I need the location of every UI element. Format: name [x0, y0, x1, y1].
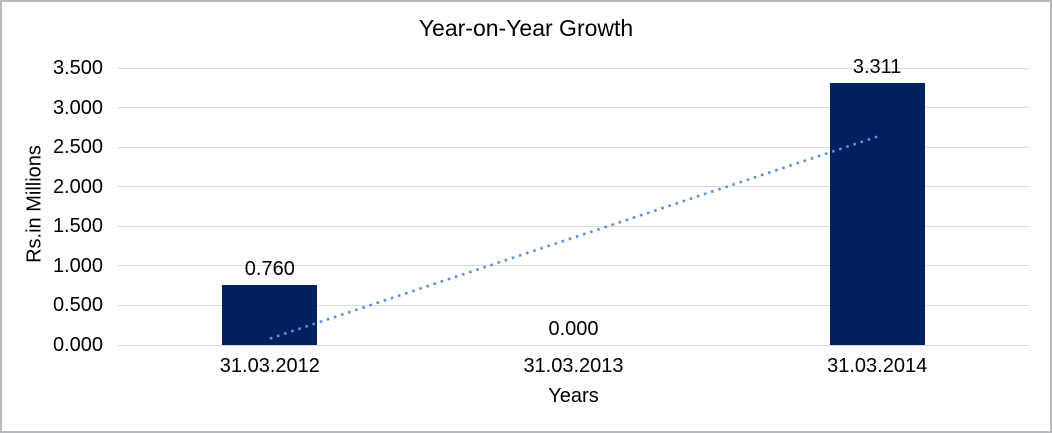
- y-tick-label: 0.000: [52, 334, 103, 356]
- y-axis-title: Rs.in Millions: [23, 145, 46, 263]
- bar-value-label: 0.000: [548, 318, 599, 340]
- x-tick-label: 31.03.2013: [523, 355, 624, 377]
- gridline: [118, 67, 1029, 69]
- bar-31-03-2014: [829, 82, 925, 345]
- gridline: [118, 344, 1029, 346]
- y-tick-label: 3.500: [52, 57, 103, 79]
- x-tick-label: 31.03.2012: [219, 355, 320, 377]
- x-axis-title: Years: [548, 385, 599, 407]
- bar-31-03-2012: [222, 284, 318, 345]
- gridline: [118, 107, 1029, 109]
- y-tick-label: 0.500: [52, 294, 103, 317]
- trendline: [269, 135, 878, 340]
- y-tick-label: 1.000: [52, 254, 103, 277]
- y-tick-label: 1.500: [52, 215, 103, 238]
- bar-value-label: 0.760: [244, 257, 295, 280]
- chart-title: Year-on-Year Growth: [418, 15, 634, 41]
- y-tick-label: 3.000: [52, 96, 103, 119]
- y-tick-label: 2.000: [52, 175, 103, 198]
- bar-value-label: 3.311: [852, 55, 902, 78]
- x-tick-label: 31.03.2014: [827, 355, 928, 377]
- y-tick-label: 2.500: [52, 136, 103, 159]
